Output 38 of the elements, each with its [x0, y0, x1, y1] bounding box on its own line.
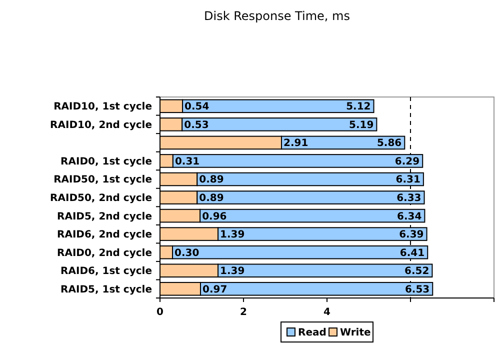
x-tick-label: 4 — [324, 307, 331, 318]
data-label: 0.53 — [184, 120, 209, 131]
data-label: 0.31 — [174, 156, 200, 168]
y-tick-label: RAID50, 1st cycle — [54, 174, 152, 186]
data-label: 0.89 — [199, 174, 224, 186]
y-tick-label: RAID5, 2nd cycle — [57, 211, 152, 222]
data-label: 0.54 — [184, 102, 210, 113]
total-label: 6.33 — [396, 193, 422, 204]
total-label: 5.19 — [348, 120, 374, 131]
total-label: 6.53 — [404, 284, 430, 296]
total-label: 6.31 — [396, 174, 420, 186]
total-label: 6.34 — [397, 211, 422, 222]
y-tick-label: RAID0, 1st cycle — [60, 156, 152, 168]
total-label: 5.86 — [376, 138, 402, 150]
total-label: 6.41 — [400, 248, 425, 259]
y-tick-label: RAID10, 2nd cycle — [50, 120, 152, 131]
data-label: 0.97 — [202, 284, 228, 296]
chart-title: Disk Response Time, ms — [204, 9, 350, 23]
y-tick-label: RAID5, 1st cycle — [60, 284, 152, 296]
total-label: 6.29 — [394, 156, 420, 168]
y-tick-label: RAID6, 1st cycle — [60, 266, 152, 278]
total-label: 5.12 — [346, 102, 371, 113]
y-tick-label: RAID0, 2nd cycle — [57, 248, 152, 259]
y-tick-label: RAID50, 2nd cycle — [50, 193, 152, 204]
data-label: 0.96 — [202, 211, 227, 222]
legend-label: Write — [340, 328, 371, 338]
y-tick-label: RAID10, 1st cycle — [54, 102, 152, 113]
data-label: 1.39 — [220, 230, 245, 241]
x-tick-label: 0 — [156, 307, 164, 318]
total-label: 6.39 — [399, 230, 424, 241]
data-label: 2.91 — [283, 138, 308, 150]
data-label: 0.89 — [199, 193, 224, 204]
x-tick-label: 2 — [240, 307, 248, 318]
data-label: 1.39 — [220, 266, 245, 278]
y-tick-label: RAID6, 2nd cycle — [57, 230, 152, 241]
legend-label: Read — [298, 328, 326, 338]
data-label: 0.30 — [174, 248, 200, 259]
total-label: 6.52 — [404, 266, 430, 278]
